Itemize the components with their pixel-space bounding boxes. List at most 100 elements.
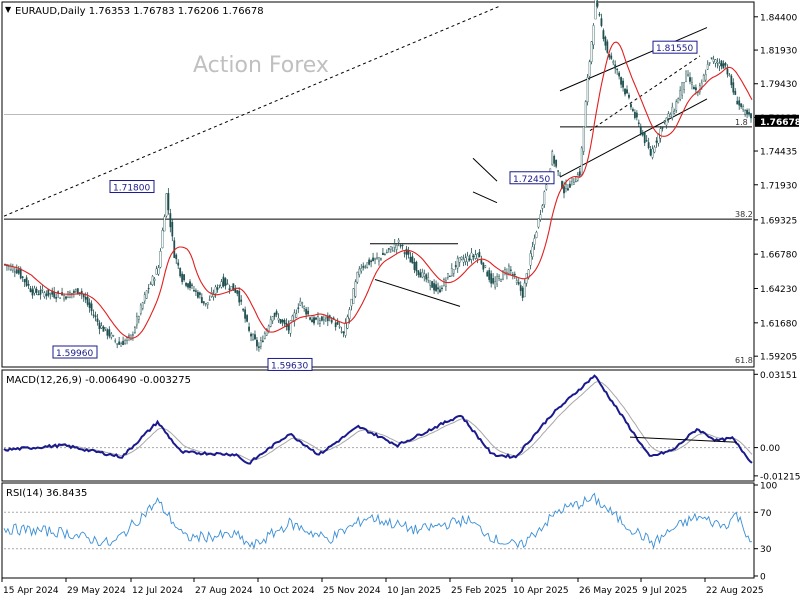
candle-body (21, 276, 24, 278)
candle-body (368, 259, 371, 265)
candle-body (33, 287, 36, 294)
candle-body (242, 308, 245, 311)
candle-body (230, 286, 233, 291)
candle-body (523, 282, 526, 298)
candle-body (265, 329, 268, 336)
candle-body (669, 114, 672, 118)
candle-body (746, 109, 748, 115)
candle-body (311, 319, 313, 323)
candle-body (208, 299, 211, 301)
candle-body (616, 68, 619, 71)
candle-body (383, 253, 386, 256)
candle-body (31, 289, 34, 296)
candle-body (360, 267, 363, 272)
candle-body (313, 317, 315, 324)
candle-body (519, 285, 522, 291)
candle-body (69, 292, 71, 298)
candle-body (90, 303, 93, 312)
candle-body (687, 74, 689, 76)
candle-body (63, 295, 65, 300)
candle-body (742, 106, 745, 110)
candle-body (740, 103, 743, 107)
candle-body (319, 320, 321, 324)
candle-body (106, 329, 109, 336)
candle-body (370, 260, 373, 263)
candle-body (372, 257, 374, 262)
candle-body (590, 41, 593, 63)
candle-body (358, 268, 361, 275)
candle-body (362, 265, 365, 268)
candle-body (258, 346, 260, 348)
candle-body (545, 184, 548, 190)
candle-body (527, 269, 530, 279)
candle-body (232, 283, 235, 291)
candlestick-series (4, 0, 752, 352)
price-tick-label: 1.64230 (760, 285, 797, 295)
candle-body (380, 258, 382, 260)
candle-body (100, 325, 103, 329)
candle-body (135, 316, 138, 326)
x-tick-label: 22 Aug 2025 (706, 586, 764, 596)
candle-body (492, 278, 495, 284)
candle-body (13, 271, 16, 273)
candle-body (704, 74, 707, 81)
candle-body (98, 322, 101, 330)
candle-body (133, 327, 136, 334)
candle-body (196, 292, 199, 298)
candle-body (200, 297, 203, 304)
candle-body (49, 292, 52, 295)
candle-body (202, 301, 205, 304)
candle-body (356, 271, 359, 283)
dropdown-arrow-icon[interactable]: ▼ (5, 5, 12, 14)
candle-body (612, 61, 615, 64)
fib-level-label: 1.8 (735, 118, 748, 127)
candle-body (659, 128, 662, 139)
candle-body (675, 101, 678, 111)
candle-body (122, 340, 124, 346)
candle-body (700, 82, 703, 88)
candle-body (708, 62, 711, 64)
macd-line (3, 374, 753, 465)
candle-body (193, 290, 195, 292)
candle-body (183, 274, 186, 281)
candle-body (110, 333, 113, 338)
candle-body (226, 283, 229, 285)
candle-body (695, 87, 697, 91)
candle-body (567, 188, 569, 191)
candle-body (553, 155, 556, 164)
candle-body (116, 343, 119, 345)
candle-body (403, 252, 406, 254)
candle-body (710, 57, 713, 59)
candle-body (350, 298, 353, 307)
candle-body (702, 75, 705, 82)
candle-body (195, 290, 197, 292)
candle-body (65, 296, 67, 299)
price-label-text: 1.59630 (271, 361, 308, 371)
consolidation-bottom-line (374, 278, 461, 307)
candle-body (378, 257, 380, 262)
candle-body (535, 231, 538, 238)
candle-body (460, 256, 463, 260)
candle-body (165, 193, 168, 217)
candle-body (35, 288, 38, 293)
candle-body (494, 281, 497, 288)
candle-body (84, 297, 87, 300)
flag-bottom-line (472, 191, 498, 204)
candle-body (464, 257, 467, 262)
candle-body (647, 142, 650, 149)
candle-body (559, 174, 561, 177)
candle-body (23, 279, 26, 283)
candle-body (137, 316, 140, 320)
candle-body (185, 282, 187, 286)
candle-body (592, 25, 595, 46)
candle-body (515, 280, 518, 284)
candle-body (175, 254, 178, 260)
rsi-tick-label: 100 (760, 482, 777, 492)
candle-body (633, 112, 636, 118)
candle-body (411, 256, 414, 264)
candle-body (443, 279, 445, 287)
sma-line (3, 41, 753, 339)
candle-body (395, 244, 398, 250)
candle-body (222, 276, 225, 287)
candle-body (145, 290, 148, 299)
